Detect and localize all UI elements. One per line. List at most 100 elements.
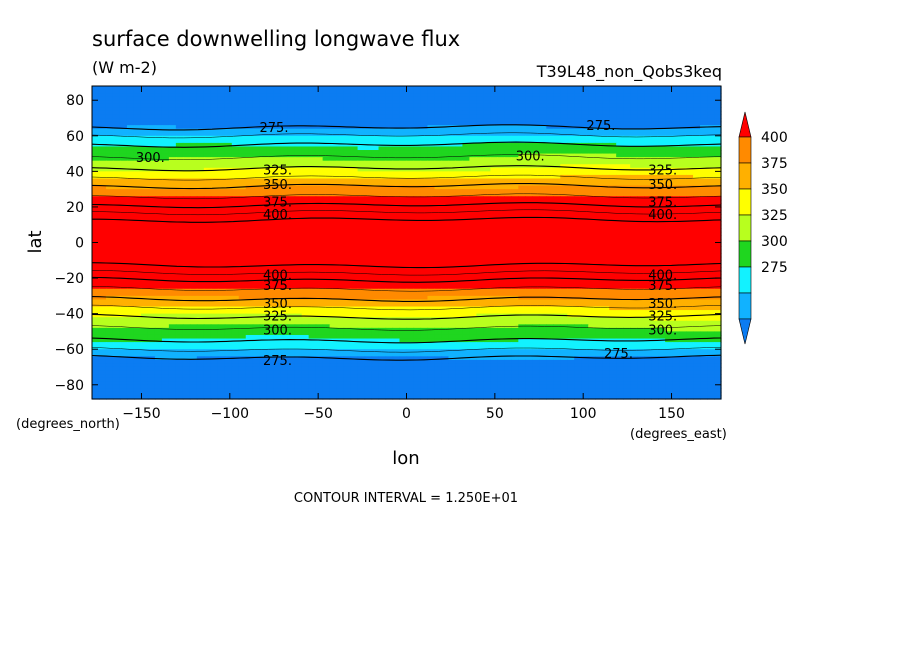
field-cell — [406, 114, 415, 119]
field-cell — [483, 199, 491, 204]
field-cell — [105, 167, 114, 172]
field-cell — [336, 121, 345, 126]
field-cell — [693, 118, 701, 123]
field-cell — [532, 278, 540, 283]
field-cell — [315, 214, 324, 219]
field-cell — [315, 189, 324, 194]
field-cell — [462, 160, 470, 165]
field-cell — [140, 89, 149, 94]
field-cell — [553, 132, 561, 137]
field-cell — [210, 267, 219, 272]
field-cell — [511, 89, 519, 94]
field-cell — [511, 103, 519, 108]
field-cell — [511, 278, 519, 283]
field-cell — [574, 146, 582, 151]
field-cell — [175, 270, 184, 276]
field-cell — [350, 171, 359, 176]
field-cell — [308, 100, 317, 105]
field-cell — [364, 196, 373, 201]
field-cell — [567, 142, 575, 148]
field-cell — [623, 231, 631, 236]
field-cell — [420, 221, 429, 226]
field-cell — [238, 274, 247, 279]
field-cell — [609, 231, 617, 236]
field-cell — [259, 214, 268, 219]
field-cell — [168, 103, 177, 108]
field-cell — [665, 171, 673, 176]
field-cell — [497, 274, 505, 279]
field-cell — [294, 214, 303, 219]
field-cell — [92, 231, 100, 236]
field-cell — [427, 164, 436, 169]
field-cell — [623, 178, 631, 183]
field-cell — [455, 121, 464, 126]
field-cell — [168, 214, 177, 219]
field-cell — [686, 235, 694, 240]
field-cell — [672, 110, 680, 116]
field-cell — [427, 135, 436, 140]
field-cell — [203, 260, 212, 265]
field-cell — [602, 125, 610, 130]
field-cell — [623, 114, 631, 119]
field-cell — [434, 189, 443, 194]
field-cell — [511, 110, 519, 116]
field-cell — [126, 93, 135, 98]
field-cell — [462, 150, 470, 155]
field-cell — [693, 89, 701, 94]
field-cell — [595, 157, 603, 162]
field-cell — [686, 128, 694, 133]
field-cell — [672, 221, 680, 226]
field-cell — [532, 89, 540, 94]
field-cell — [700, 196, 708, 201]
field-cell — [700, 217, 708, 222]
field-cell — [672, 118, 680, 123]
field-cell — [651, 199, 659, 204]
field-cell — [161, 253, 170, 258]
field-cell — [385, 89, 394, 94]
field-cell — [714, 118, 722, 123]
field-cell — [378, 132, 387, 137]
field-cell — [420, 146, 429, 151]
field-cell — [427, 189, 436, 194]
field-cell — [658, 174, 666, 180]
field-cell — [161, 221, 170, 226]
field-cell — [441, 214, 450, 219]
field-cell — [714, 249, 722, 254]
field-cell — [329, 164, 338, 169]
field-cell — [231, 121, 240, 126]
field-cell — [644, 217, 652, 222]
field-cell — [119, 121, 128, 126]
field-cell — [574, 128, 582, 133]
field-cell — [441, 231, 450, 236]
field-cell — [406, 217, 415, 222]
field-cell — [175, 110, 184, 116]
field-cell — [476, 178, 484, 183]
field-cell — [133, 139, 142, 144]
field-cell — [616, 128, 624, 133]
field-cell — [560, 139, 568, 144]
field-cell — [567, 214, 575, 219]
field-cell — [385, 100, 394, 105]
field-cell — [147, 100, 156, 105]
field-cell — [476, 231, 484, 236]
field-cell — [280, 189, 289, 194]
field-cell — [126, 171, 135, 176]
field-cell — [427, 231, 436, 236]
field-cell — [238, 167, 247, 172]
field-cell — [448, 142, 457, 148]
field-cell — [203, 253, 212, 258]
field-cell — [511, 260, 519, 265]
field-cell — [490, 110, 498, 116]
field-cell — [168, 93, 177, 98]
field-cell — [357, 274, 366, 279]
field-cell — [441, 100, 450, 105]
field-cell — [287, 224, 296, 229]
field-cell — [532, 132, 540, 137]
field-cell — [238, 217, 247, 222]
field-cell — [672, 153, 680, 158]
field-cell — [532, 185, 540, 190]
field-cell — [483, 210, 491, 215]
field-cell — [469, 253, 477, 258]
field-cell — [707, 182, 715, 187]
field-cell — [280, 267, 289, 272]
